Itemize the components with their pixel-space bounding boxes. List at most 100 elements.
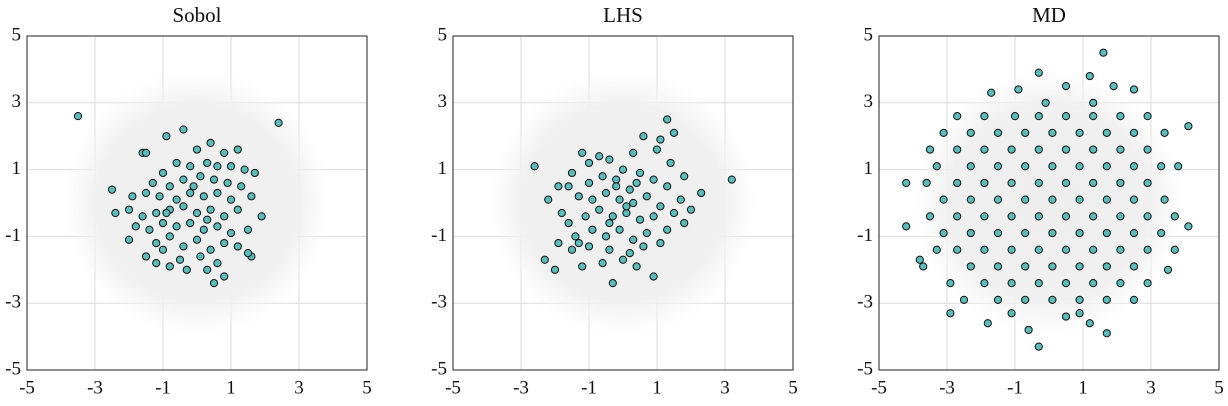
point bbox=[1061, 112, 1071, 121]
x-tick-label: -3 bbox=[939, 377, 955, 398]
point bbox=[946, 279, 955, 288]
point bbox=[220, 212, 229, 221]
background-cloud bbox=[914, 71, 1184, 335]
point bbox=[649, 212, 658, 221]
point bbox=[915, 255, 924, 264]
point bbox=[179, 202, 188, 211]
subplot-title: Sobol bbox=[172, 3, 221, 27]
point bbox=[1116, 245, 1125, 254]
axes-frame bbox=[26, 35, 368, 371]
point bbox=[172, 158, 181, 168]
point bbox=[1089, 245, 1098, 254]
y-tick-label: -5 bbox=[5, 358, 21, 379]
point bbox=[625, 185, 634, 194]
point bbox=[243, 225, 253, 234]
point bbox=[939, 128, 948, 137]
point bbox=[1075, 228, 1084, 238]
point bbox=[226, 162, 236, 171]
point bbox=[656, 135, 665, 144]
point bbox=[1102, 162, 1111, 171]
x-tick-label: 3 bbox=[720, 377, 730, 398]
point bbox=[192, 235, 202, 244]
point bbox=[206, 205, 215, 214]
point bbox=[939, 195, 948, 204]
subplot: -5 -3 -1 1 3 5 -5 -3 -1 1 3 5 Sobol bbox=[5, 3, 372, 399]
point bbox=[192, 208, 202, 218]
point bbox=[652, 145, 662, 154]
point bbox=[1075, 262, 1084, 271]
point bbox=[1129, 162, 1139, 171]
point bbox=[1048, 228, 1057, 238]
point bbox=[598, 259, 607, 268]
point bbox=[649, 175, 658, 184]
point bbox=[1143, 279, 1152, 288]
point bbox=[564, 218, 573, 228]
point bbox=[1170, 212, 1179, 221]
point bbox=[567, 168, 577, 178]
point bbox=[1170, 245, 1179, 254]
point bbox=[922, 178, 931, 188]
point bbox=[206, 138, 215, 147]
y-tick-label: 3 bbox=[864, 91, 874, 112]
point bbox=[1007, 178, 1016, 188]
point bbox=[980, 212, 989, 221]
point bbox=[192, 145, 202, 154]
y-tick-label: -1 bbox=[431, 225, 447, 246]
point bbox=[175, 255, 185, 264]
point bbox=[141, 148, 151, 157]
point bbox=[1102, 128, 1111, 137]
point bbox=[629, 148, 638, 157]
y-tick-label: 5 bbox=[864, 24, 874, 45]
point bbox=[1014, 85, 1023, 94]
point bbox=[213, 259, 222, 268]
point bbox=[233, 205, 242, 214]
point bbox=[980, 178, 989, 188]
point bbox=[632, 178, 641, 188]
point bbox=[953, 178, 962, 188]
y-tick-label: -5 bbox=[857, 358, 873, 379]
point bbox=[1075, 162, 1084, 171]
point bbox=[213, 162, 222, 171]
point bbox=[1007, 212, 1016, 221]
y-tick-label: -3 bbox=[431, 292, 447, 313]
point bbox=[605, 155, 614, 164]
point bbox=[1061, 312, 1071, 321]
point bbox=[581, 212, 590, 221]
point bbox=[649, 272, 658, 281]
point bbox=[564, 182, 573, 191]
point bbox=[663, 225, 672, 234]
point bbox=[697, 188, 706, 198]
point bbox=[1048, 128, 1057, 137]
point bbox=[554, 238, 563, 248]
point bbox=[1034, 145, 1043, 154]
point bbox=[155, 192, 164, 201]
point bbox=[632, 262, 641, 271]
point bbox=[1102, 295, 1111, 304]
point bbox=[727, 175, 736, 184]
point bbox=[966, 262, 975, 271]
y-tick-label: 5 bbox=[438, 24, 448, 45]
point bbox=[567, 245, 577, 254]
point bbox=[584, 242, 594, 251]
point bbox=[1129, 228, 1139, 238]
point bbox=[1184, 222, 1193, 231]
point bbox=[680, 218, 689, 228]
point bbox=[656, 202, 665, 211]
point bbox=[145, 225, 154, 234]
point bbox=[1010, 112, 1020, 121]
x-tick-label: -1 bbox=[581, 377, 597, 398]
point bbox=[925, 212, 935, 221]
point bbox=[203, 265, 212, 274]
point bbox=[1102, 195, 1111, 204]
point bbox=[1089, 145, 1098, 154]
point bbox=[993, 162, 1003, 171]
point bbox=[1174, 162, 1183, 171]
point bbox=[1184, 122, 1193, 131]
point bbox=[1089, 112, 1098, 121]
point bbox=[966, 162, 975, 171]
point bbox=[1061, 212, 1071, 221]
point bbox=[625, 249, 634, 258]
point bbox=[588, 225, 597, 234]
point bbox=[540, 255, 549, 264]
